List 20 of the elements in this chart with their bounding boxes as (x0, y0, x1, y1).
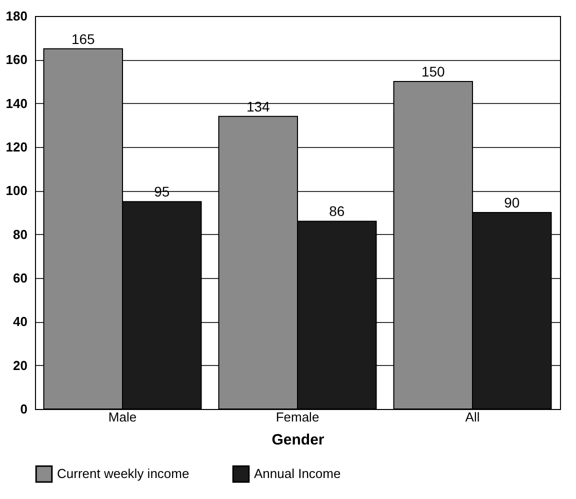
y-tick-label: 0 (20, 402, 28, 416)
legend-label: Current weekly income (57, 466, 190, 482)
y-tick-label: 180 (6, 8, 28, 24)
y-tick-label: 140 (6, 96, 28, 111)
y-tick-label: 100 (6, 183, 28, 198)
y-tick-label: 160 (6, 52, 28, 68)
x-tick-label: All (465, 410, 480, 424)
y-tick-label: 20 (13, 358, 28, 373)
y-tick-label: 60 (13, 270, 28, 286)
y-tick-label: 120 (6, 140, 28, 154)
data-label: 90 (504, 194, 520, 210)
data-label: 150 (421, 64, 446, 80)
y-tick-label: 80 (13, 226, 28, 242)
x-tick-label: Female (276, 410, 320, 424)
x-axis-title: Gender (272, 432, 324, 448)
legend-label: Annual Income (254, 466, 341, 482)
y-tick-label: 40 (13, 314, 28, 330)
data-label: 86 (329, 203, 345, 220)
x-tick-label: Male (108, 410, 137, 424)
data-label: 165 (71, 30, 96, 47)
